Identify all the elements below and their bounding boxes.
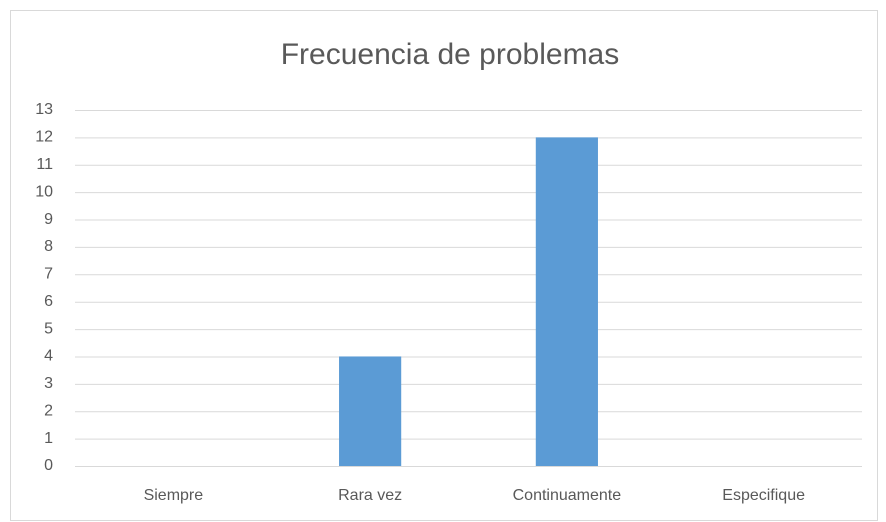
y-tick-label: 3 [44, 375, 53, 392]
x-tick-label: Siempre [144, 487, 204, 504]
y-tick-label: 12 [35, 129, 53, 146]
y-tick-label: 5 [44, 320, 53, 337]
y-tick-label: 2 [44, 402, 53, 419]
y-tick-label: 11 [36, 156, 53, 173]
x-tick-label: Rara vez [338, 487, 402, 504]
chart-border [10, 10, 878, 521]
y-tick-label: 0 [44, 457, 53, 474]
y-tick-label: 4 [44, 348, 53, 365]
y-tick-label: 7 [44, 266, 53, 283]
chart-title: Frecuencia de problemas [281, 38, 620, 71]
y-tick-label: 9 [44, 211, 53, 228]
y-tick-label: 10 [35, 183, 53, 200]
bar [339, 356, 402, 466]
x-tick-label: Especifique [722, 487, 805, 504]
x-tick-label: Continuamente [513, 487, 622, 504]
y-tick-label: 13 [35, 101, 53, 118]
y-tick-label: 1 [44, 430, 53, 447]
bar [535, 137, 598, 466]
y-tick-label: 8 [44, 238, 53, 255]
y-tick-label: 6 [44, 293, 53, 310]
